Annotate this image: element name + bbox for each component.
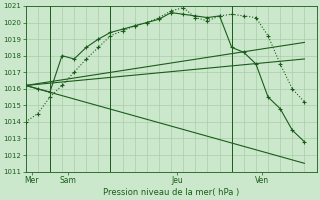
X-axis label: Pression niveau de la mer( hPa ): Pression niveau de la mer( hPa ) xyxy=(103,188,239,197)
